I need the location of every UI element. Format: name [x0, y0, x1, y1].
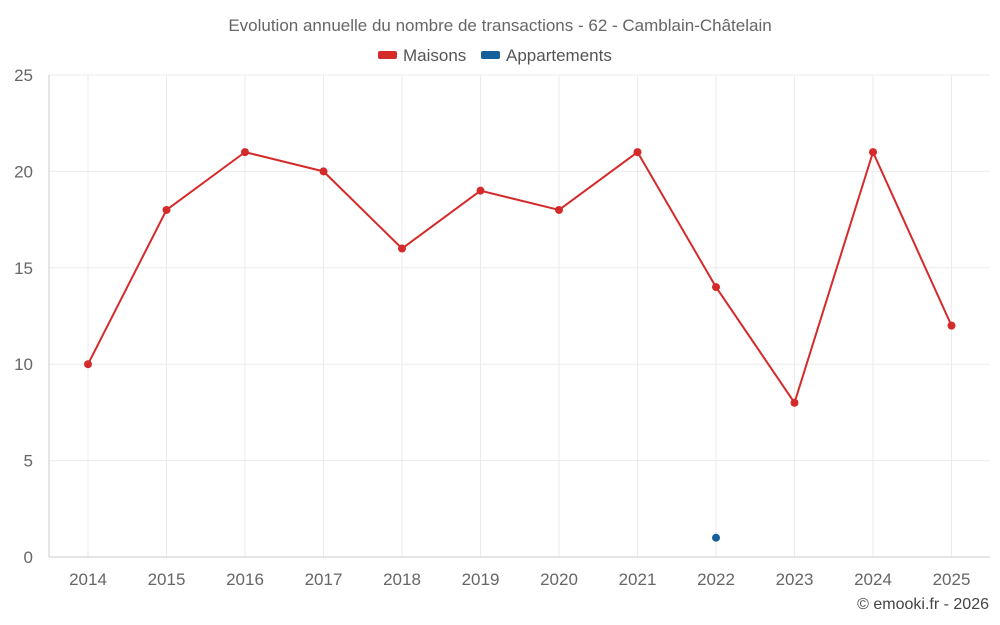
data-point-maisons-2016[interactable]: [241, 148, 249, 157]
data-point-maisons-2017[interactable]: [319, 167, 328, 176]
y-tick-label-25: 25: [14, 66, 33, 85]
x-axis: 2014 2015 2016 2017 2018 2019 2020 2021 2022 2023…: [69, 570, 970, 589]
legend-label-appartements: Appartements: [506, 46, 612, 65]
data-point-maisons-2015[interactable]: [162, 205, 171, 214]
y-tick-label-20: 20: [14, 162, 33, 181]
series-layer: [84, 148, 956, 542]
data-point-maisons-2021[interactable]: [633, 148, 642, 157]
x-tick-label-2019: 2019: [462, 570, 500, 589]
legend: Maisons Appartements: [378, 46, 612, 65]
data-point-maisons-2023[interactable]: [790, 398, 799, 407]
legend-swatch-maisons: [378, 51, 397, 59]
legend-swatch-appartements: [481, 51, 500, 59]
x-tick-label-2016: 2016: [226, 570, 264, 589]
data-point-maisons-2014[interactable]: [84, 360, 92, 369]
x-tick-label-2022: 2022: [697, 570, 735, 589]
y-tick-label-15: 15: [14, 259, 33, 278]
x-tick-label-2015: 2015: [148, 570, 186, 589]
x-tick-label-2017: 2017: [305, 570, 343, 589]
data-point-appartements-2022[interactable]: [712, 533, 720, 542]
credit-text: © emooki.fr - 2026: [857, 596, 989, 613]
x-tick-label-2021: 2021: [619, 570, 657, 589]
data-point-maisons-2022[interactable]: [712, 283, 720, 292]
data-point-maisons-2019[interactable]: [476, 186, 485, 195]
x-tick-label-2018: 2018: [383, 570, 421, 589]
x-tick-label-2024: 2024: [854, 570, 892, 589]
y-tick-label-5: 5: [24, 452, 33, 471]
data-point-maisons-2020[interactable]: [555, 205, 563, 214]
data-point-maisons-2018[interactable]: [398, 244, 406, 253]
grid: [48, 74, 990, 558]
x-tick-label-2023: 2023: [776, 570, 814, 589]
legend-item-appartements[interactable]: Appartements: [481, 46, 612, 65]
data-point-maisons-2024[interactable]: [869, 148, 877, 157]
chart-title: Evolution annuelle du nombre de transact…: [228, 16, 771, 35]
y-axis: 0 5 10 15 20 25: [14, 66, 33, 567]
y-tick-label-0: 0: [24, 548, 33, 567]
legend-item-maisons[interactable]: Maisons: [378, 46, 466, 65]
x-tick-label-2025: 2025: [933, 570, 971, 589]
data-point-maisons-2025[interactable]: [947, 321, 956, 330]
x-tick-label-2020: 2020: [540, 570, 578, 589]
legend-label-maisons: Maisons: [403, 46, 466, 65]
y-tick-label-10: 10: [14, 355, 33, 374]
series-line-maisons: [87, 151, 953, 404]
x-tick-label-2014: 2014: [69, 570, 107, 589]
